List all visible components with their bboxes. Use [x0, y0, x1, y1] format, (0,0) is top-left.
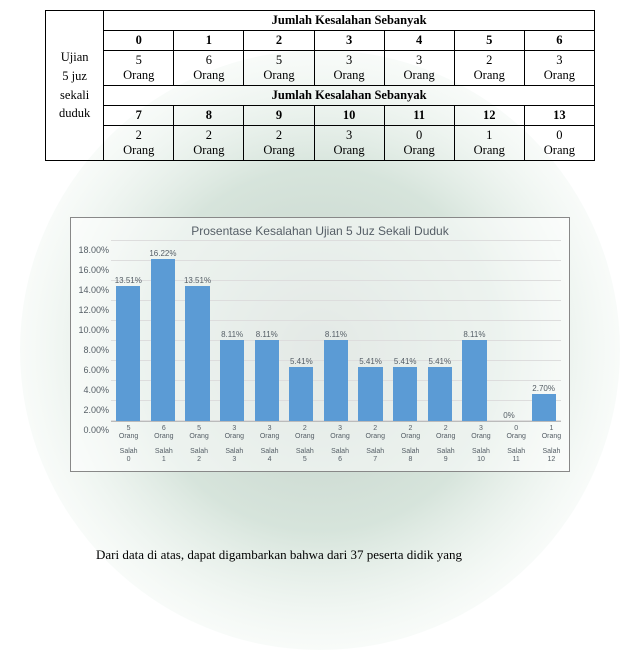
bar-value-label: 5.41%: [359, 357, 382, 367]
chart-y-axis: 0.00%2.00%4.00%6.00%8.00%10.00%12.00%14.…: [71, 242, 111, 422]
bar-value-label: 5.41%: [290, 357, 313, 367]
bar-column: 5.41%: [353, 367, 388, 421]
bar: [255, 340, 279, 421]
bar-value-label: 8.11%: [463, 330, 485, 340]
error-count-table: Ujian 5 juz sekali duduk Jumlah Kesalaha…: [45, 10, 595, 161]
table-value-row-1: 5Orang 6Orang 5Orang 3Orang 3Orang 2Oran…: [46, 51, 595, 86]
x-tick-label: 6OrangSalah1: [146, 422, 181, 471]
bar-column: 5.41%: [284, 367, 319, 421]
bar: [358, 367, 382, 421]
bar-column: 8.11%: [457, 340, 492, 421]
x-tick-label: 3OrangSalah3: [217, 422, 252, 471]
table-row-label: Ujian 5 juz sekali duduk: [46, 11, 104, 161]
table-index-row-1: 0 1 2 3 4 5 6: [46, 31, 595, 51]
bar: [324, 340, 348, 421]
bar-value-label: 2.70%: [532, 384, 555, 394]
error-percentage-chart: Prosentase Kesalahan Ujian 5 Juz Sekali …: [70, 217, 570, 472]
bar-value-label: 8.11%: [325, 330, 347, 340]
bar-value-label: 5.41%: [428, 357, 451, 367]
bar: [462, 340, 486, 421]
bar-value-label: 8.11%: [221, 330, 243, 340]
x-tick-label: 3OrangSalah6: [322, 422, 357, 471]
bar: [116, 286, 140, 421]
table-index-row-2: 7 8 9 10 11 12 13: [46, 106, 595, 126]
bar-column: 13.51%: [180, 286, 215, 421]
bar: [428, 367, 452, 421]
x-tick-label: 1OrangSalah12: [534, 422, 569, 471]
x-tick-label: 2OrangSalah8: [393, 422, 428, 471]
bar-value-label: 0%: [503, 411, 515, 421]
chart-x-axis: 5OrangSalah06OrangSalah15OrangSalah23Ora…: [71, 422, 569, 471]
bar-value-label: 16.22%: [149, 249, 176, 259]
bar-value-label: 8.11%: [256, 330, 278, 340]
bar-column: 8.11%: [319, 340, 354, 421]
table-value-row-2: 2Orang 2Orang 2Orang 3Orang 0Orang 1Oran…: [46, 126, 595, 161]
bar-column: 16.22%: [146, 259, 181, 421]
bar: [151, 259, 175, 421]
bar: [393, 367, 417, 421]
x-tick-label: 5OrangSalah0: [111, 422, 146, 471]
chart-title: Prosentase Kesalahan Ujian 5 Juz Sekali …: [71, 218, 569, 242]
bar-value-label: 13.51%: [184, 276, 211, 286]
bar-column: 8.11%: [249, 340, 284, 421]
x-tick-label: 2OrangSalah7: [358, 422, 393, 471]
table-band-header-2: Jumlah Kesalahan Sebanyak: [104, 86, 595, 106]
x-tick-label: 0OrangSalah11: [499, 422, 534, 471]
bar: [220, 340, 244, 421]
bar-value-label: 13.51%: [115, 276, 142, 286]
x-tick-label: 2OrangSalah5: [287, 422, 322, 471]
bar-column: 5.41%: [388, 367, 423, 421]
x-tick-label: 3OrangSalah10: [463, 422, 498, 471]
bar: [532, 394, 556, 421]
bar-column: 2.70%: [526, 394, 561, 421]
x-tick-label: 2OrangSalah9: [428, 422, 463, 471]
bar-column: 13.51%: [111, 286, 146, 421]
bar: [289, 367, 313, 421]
bar: [185, 286, 209, 421]
bar-value-label: 5.41%: [394, 357, 417, 367]
x-tick-label: 5OrangSalah2: [181, 422, 216, 471]
table-band-header: Jumlah Kesalahan Sebanyak: [104, 11, 595, 31]
bar-column: 5.41%: [422, 367, 457, 421]
body-paragraph: Dari data di atas, dapat digambarkan bah…: [60, 542, 580, 568]
x-tick-label: 3OrangSalah4: [252, 422, 287, 471]
chart-plot: 13.51%16.22%13.51%8.11%8.11%5.41%8.11%5.…: [111, 242, 561, 422]
bar-column: 8.11%: [215, 340, 250, 421]
